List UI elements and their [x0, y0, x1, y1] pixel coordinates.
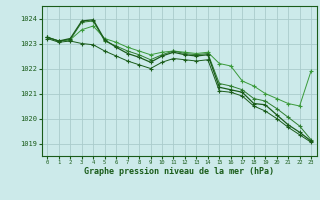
- X-axis label: Graphe pression niveau de la mer (hPa): Graphe pression niveau de la mer (hPa): [84, 167, 274, 176]
